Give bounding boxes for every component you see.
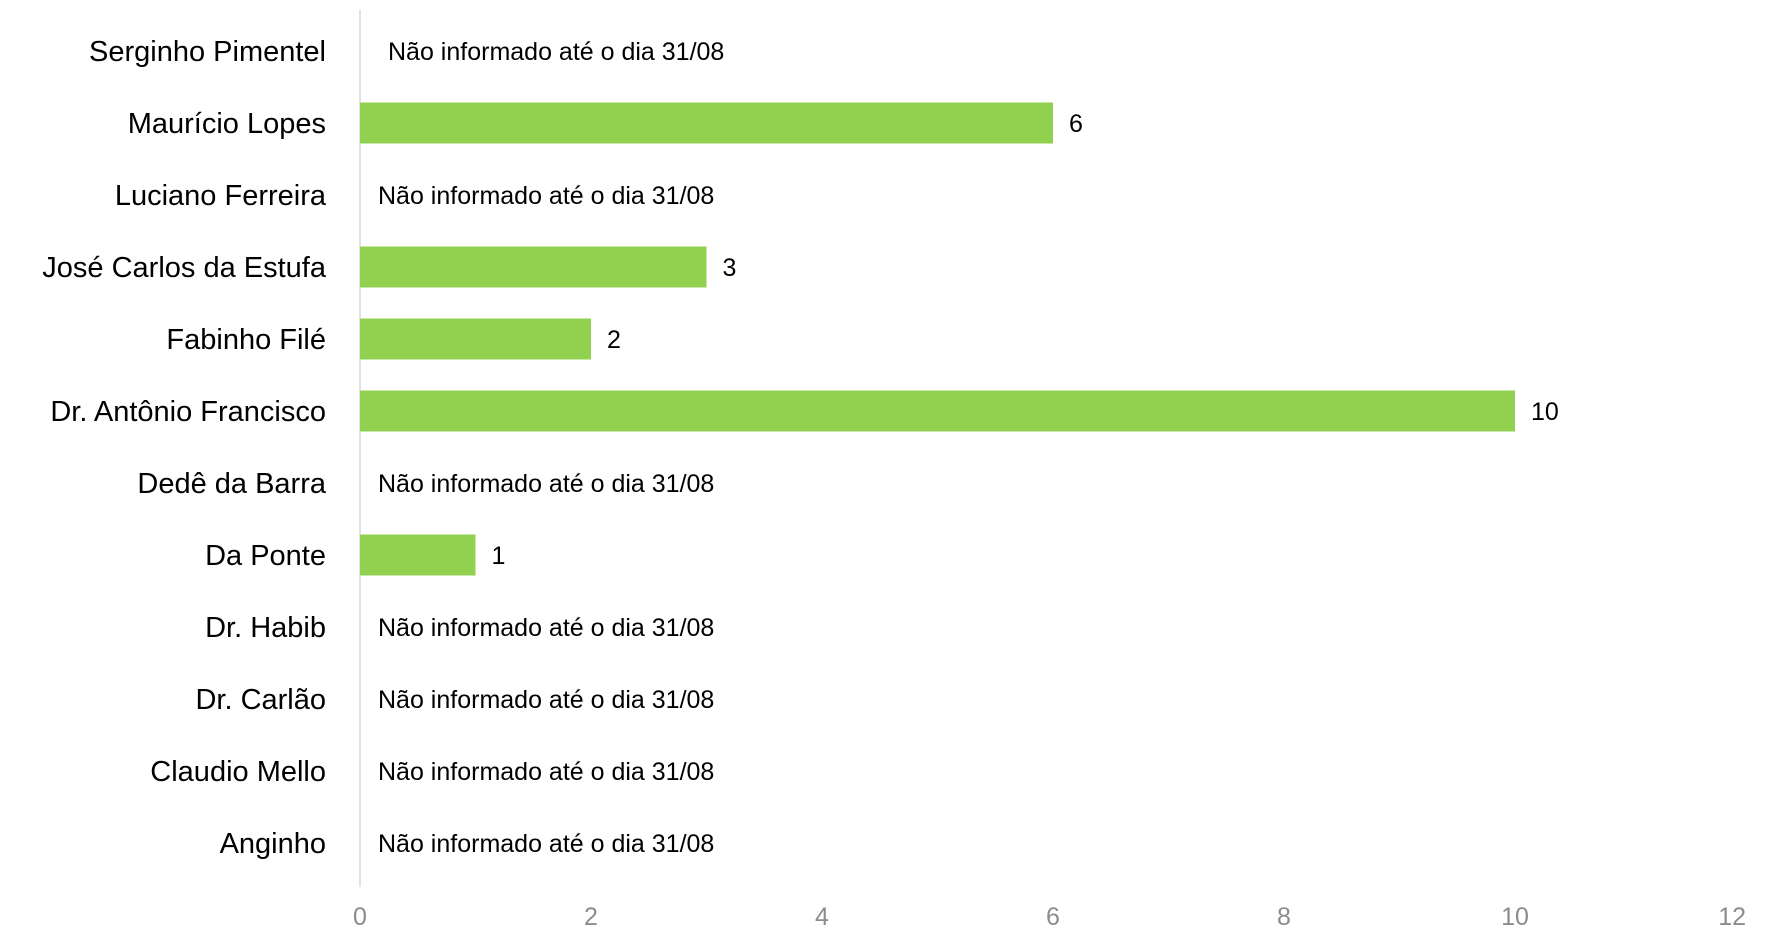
x-tick-label: 12 (1718, 903, 1746, 931)
x-tick-label: 10 (1501, 903, 1529, 931)
x-tick-label: 2 (584, 903, 598, 931)
category-label: José Carlos da Estufa (42, 252, 327, 284)
category-label: Maurício Lopes (128, 108, 326, 140)
bar (360, 390, 1515, 432)
x-tick-label: 0 (353, 903, 367, 931)
category-label: Dr. Carlão (195, 684, 326, 716)
category-label: Luciano Ferreira (115, 180, 327, 212)
not-informed-note: Não informado até o dia 31/08 (378, 470, 714, 498)
data-label: 10 (1531, 398, 1559, 426)
bars-group (360, 102, 1515, 576)
not-informed-note: Não informado até o dia 31/08 (378, 182, 714, 210)
x-tick-labels-group: 0 2 4 6 8 10 12 (353, 903, 1746, 931)
bar (360, 246, 707, 288)
data-label: 3 (723, 254, 737, 282)
category-label: Fabinho Filé (166, 324, 326, 356)
x-tick-label: 6 (1046, 903, 1060, 931)
category-label: Dedê da Barra (137, 468, 326, 500)
category-label: Anginho (220, 828, 326, 860)
not-informed-note: Não informado até o dia 31/08 (378, 614, 714, 642)
data-label: 2 (607, 326, 621, 354)
data-labels-group: 6 3 2 10 1 (492, 110, 1559, 570)
category-labels-group: Serginho Pimentel Maurício Lopes Luciano F… (42, 36, 327, 860)
data-label: 1 (492, 542, 506, 570)
not-informed-note: Não informado até o dia 31/08 (378, 830, 714, 858)
data-label: 6 (1069, 110, 1083, 138)
not-informed-note: Não informado até o dia 31/08 (378, 758, 714, 786)
bar (360, 102, 1053, 144)
not-informed-note: Não informado até o dia 31/08 (388, 38, 724, 66)
category-label: Da Ponte (205, 540, 326, 572)
category-label: Dr. Antônio Francisco (50, 396, 326, 428)
category-label: Claudio Mello (150, 756, 326, 788)
bar (360, 534, 476, 576)
notes-group: Não informado até o dia 31/08 Não informa… (378, 38, 724, 858)
category-label: Serginho Pimentel (89, 36, 326, 68)
not-informed-note: Não informado até o dia 31/08 (378, 686, 714, 714)
category-label: Dr. Habib (205, 612, 326, 644)
x-tick-label: 4 (815, 903, 829, 931)
x-tick-label: 8 (1277, 903, 1291, 931)
bar (360, 318, 591, 360)
